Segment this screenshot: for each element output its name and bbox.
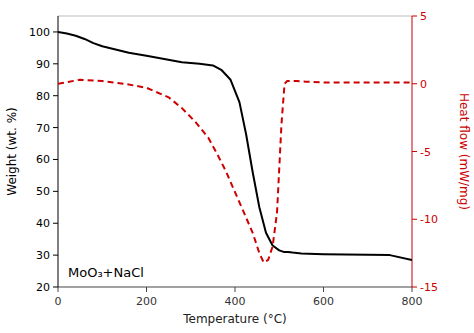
annotation: MoO₃+NaCl bbox=[68, 265, 144, 280]
chart: 02004006008002030405060708090100-15-10-5… bbox=[0, 0, 474, 333]
x-tick bbox=[146, 287, 147, 292]
x-tick-label: 400 bbox=[225, 295, 246, 308]
y2-axis-label: Heat flow (mW/mg) bbox=[457, 93, 471, 210]
dsc-line bbox=[58, 80, 412, 263]
y-tick-label: 50 bbox=[36, 185, 50, 198]
y-tick bbox=[53, 31, 58, 32]
x-tick bbox=[323, 287, 324, 292]
y2-tick bbox=[412, 219, 417, 220]
y-tick bbox=[53, 255, 58, 256]
tga-line bbox=[58, 32, 412, 260]
y-tick bbox=[53, 127, 58, 128]
x-tick-label: 0 bbox=[55, 295, 62, 308]
y-tick bbox=[53, 223, 58, 224]
y2-tick bbox=[412, 287, 417, 288]
x-tick bbox=[412, 287, 413, 292]
x-tick-label: 800 bbox=[402, 295, 423, 308]
y2-tick-label: 5 bbox=[420, 10, 427, 23]
y-tick-label: 100 bbox=[29, 26, 50, 39]
x-tick-label: 600 bbox=[313, 295, 334, 308]
y-tick bbox=[53, 159, 58, 160]
y-axis-line bbox=[58, 16, 59, 287]
y2-tick bbox=[412, 151, 417, 152]
plot-area bbox=[58, 32, 412, 263]
y-tick-label: 90 bbox=[36, 58, 50, 71]
y2-tick-label: -5 bbox=[420, 146, 431, 159]
x-tick-label: 200 bbox=[136, 295, 157, 308]
y-tick-label: 80 bbox=[36, 90, 50, 103]
top-frame-line bbox=[58, 16, 412, 17]
y-tick-label: 60 bbox=[36, 153, 50, 166]
y-tick-label: 30 bbox=[36, 249, 50, 262]
y-tick bbox=[53, 95, 58, 96]
y2-tick-label: -10 bbox=[420, 213, 438, 226]
y2-tick bbox=[412, 83, 417, 84]
y-tick-label: 70 bbox=[36, 122, 50, 135]
y-tick bbox=[53, 63, 58, 64]
y2-tick-label: -15 bbox=[420, 281, 438, 294]
y-tick bbox=[53, 287, 58, 288]
x-tick bbox=[235, 287, 236, 292]
y2-tick-label: 0 bbox=[420, 78, 427, 91]
y-axis-label: Weight (wt. %) bbox=[5, 107, 19, 196]
x-tick bbox=[58, 287, 59, 292]
y-tick-label: 40 bbox=[36, 217, 50, 230]
x-axis-label: Temperature (°C) bbox=[182, 312, 287, 326]
y-tick-label: 20 bbox=[36, 281, 50, 294]
y-tick bbox=[53, 191, 58, 192]
y2-tick bbox=[412, 16, 417, 17]
